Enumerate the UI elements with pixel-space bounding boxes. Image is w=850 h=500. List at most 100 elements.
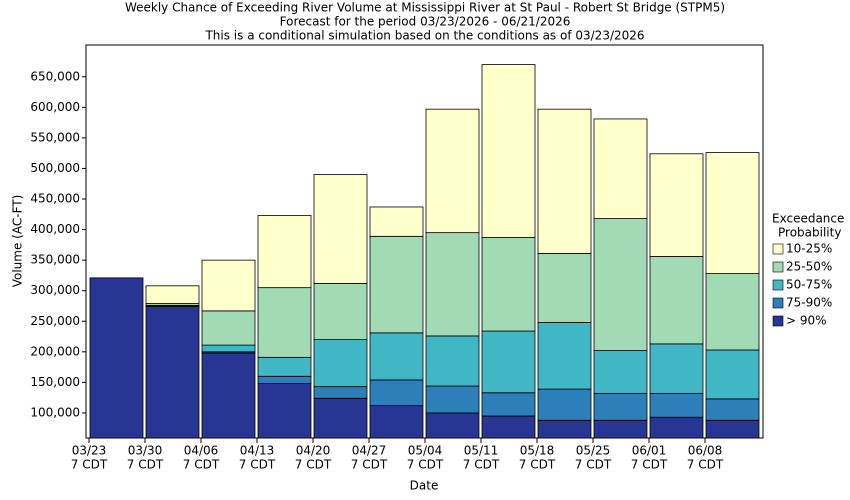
bar-segment — [369, 332, 424, 381]
bar-segment — [705, 398, 760, 421]
x-tick-label: 06/08 — [688, 444, 723, 458]
bar-segment — [593, 118, 648, 219]
chart-subtitle: Forecast for the period 03/23/2026 - 06/… — [280, 15, 571, 29]
bar-segment — [649, 256, 704, 345]
y-axis-label: Volume (AC-FT) — [11, 195, 25, 288]
bar-segment — [481, 237, 536, 332]
bar-segment — [369, 206, 424, 237]
bar-segment — [649, 392, 704, 418]
bar-segment — [425, 108, 480, 234]
x-tick-label: 05/11 — [464, 444, 499, 458]
legend-swatch — [772, 243, 784, 255]
bar-segment — [257, 383, 312, 439]
y-tick-label: 600,000 — [30, 100, 80, 114]
y-tick-label: 200,000 — [30, 344, 80, 358]
bar-segment — [201, 310, 256, 346]
bar-segment — [425, 335, 480, 387]
bar-segment — [313, 282, 368, 340]
bar-segment — [145, 306, 200, 439]
x-tick-label: 05/04 — [408, 444, 443, 458]
y-tick-label: 500,000 — [30, 161, 80, 175]
legend-swatch — [772, 315, 784, 327]
x-tick-sublabel: 7 CDT — [575, 458, 612, 472]
bar-segment — [537, 419, 592, 439]
bar-segment — [313, 174, 368, 284]
legend-label: > 90% — [786, 314, 827, 328]
legend-title: Exceedance — [772, 212, 844, 226]
bar-segment — [369, 379, 424, 407]
bar-segment — [593, 218, 648, 351]
legend-title: Probability — [778, 226, 841, 240]
legend-label: 25-50% — [786, 260, 832, 274]
x-tick-label: 05/25 — [576, 444, 611, 458]
y-tick-label: 550,000 — [30, 130, 80, 144]
bar-segment — [705, 273, 760, 351]
bar-segment — [649, 416, 704, 439]
x-tick-label: 05/18 — [520, 444, 555, 458]
bar-segment — [313, 397, 368, 439]
bar-segment — [537, 108, 592, 254]
bar-segment — [257, 356, 312, 377]
x-tick-sublabel: 7 CDT — [519, 458, 556, 472]
y-tick-label: 100,000 — [30, 405, 80, 419]
bar-segment — [481, 392, 536, 417]
y-tick-label: 350,000 — [30, 253, 80, 267]
x-tick-label: 04/06 — [184, 444, 219, 458]
bar-segment — [369, 405, 424, 439]
y-tick-label: 450,000 — [30, 192, 80, 206]
x-tick-sublabel: 7 CDT — [407, 458, 444, 472]
y-tick-label: 150,000 — [30, 375, 80, 389]
bar-segment — [425, 412, 480, 439]
bar-segment — [369, 235, 424, 334]
bar-segment — [537, 253, 592, 323]
x-tick-label: 04/13 — [240, 444, 275, 458]
y-tick-label: 650,000 — [30, 69, 80, 83]
bar-segment — [257, 287, 312, 358]
x-tick-sublabel: 7 CDT — [631, 458, 668, 472]
bar-segment — [593, 392, 648, 421]
legend-swatch — [772, 279, 784, 291]
bar-segment — [705, 349, 760, 400]
bar-segment — [425, 232, 480, 337]
x-tick-sublabel: 7 CDT — [183, 458, 220, 472]
bar-segment — [313, 386, 368, 399]
x-axis-label: Date — [410, 479, 439, 493]
bar-segment — [425, 385, 480, 414]
bar-segment — [537, 322, 592, 390]
bar-segment — [649, 153, 704, 257]
bar-segment — [649, 343, 704, 394]
y-tick-label: 250,000 — [30, 314, 80, 328]
y-tick-label: 400,000 — [30, 222, 80, 236]
bar-segment — [481, 64, 536, 238]
x-tick-label: 04/27 — [352, 444, 387, 458]
legend-label: 75-90% — [786, 296, 832, 310]
legend-label: 50-75% — [786, 278, 832, 292]
x-tick-label: 04/20 — [296, 444, 331, 458]
x-tick-label: 03/30 — [128, 444, 163, 458]
x-tick-label: 03/23 — [72, 444, 107, 458]
x-tick-sublabel: 7 CDT — [127, 458, 164, 472]
legend-label: 10-25% — [786, 242, 832, 256]
bar-segment — [537, 388, 592, 421]
bar-segment — [201, 352, 256, 439]
bar-segment — [145, 285, 200, 304]
bar-segment — [481, 330, 536, 394]
x-tick-sublabel: 7 CDT — [295, 458, 332, 472]
legend-swatch — [772, 297, 784, 309]
x-tick-label: 06/01 — [632, 444, 667, 458]
legend-swatch — [772, 261, 784, 273]
x-tick-sublabel: 7 CDT — [71, 458, 108, 472]
y-tick-label: 300,000 — [30, 283, 80, 297]
bar-segment — [593, 419, 648, 439]
chart-title: Weekly Chance of Exceeding River Volume … — [125, 1, 725, 15]
bar-segment — [593, 350, 648, 394]
bar-segment — [257, 375, 312, 385]
bar-segment — [201, 344, 256, 353]
bar-segment — [705, 419, 760, 439]
bar-segment — [89, 277, 144, 439]
bar-segment — [705, 152, 760, 274]
x-tick-sublabel: 7 CDT — [463, 458, 500, 472]
bar-segment — [257, 215, 312, 289]
bar-segment — [481, 415, 536, 439]
